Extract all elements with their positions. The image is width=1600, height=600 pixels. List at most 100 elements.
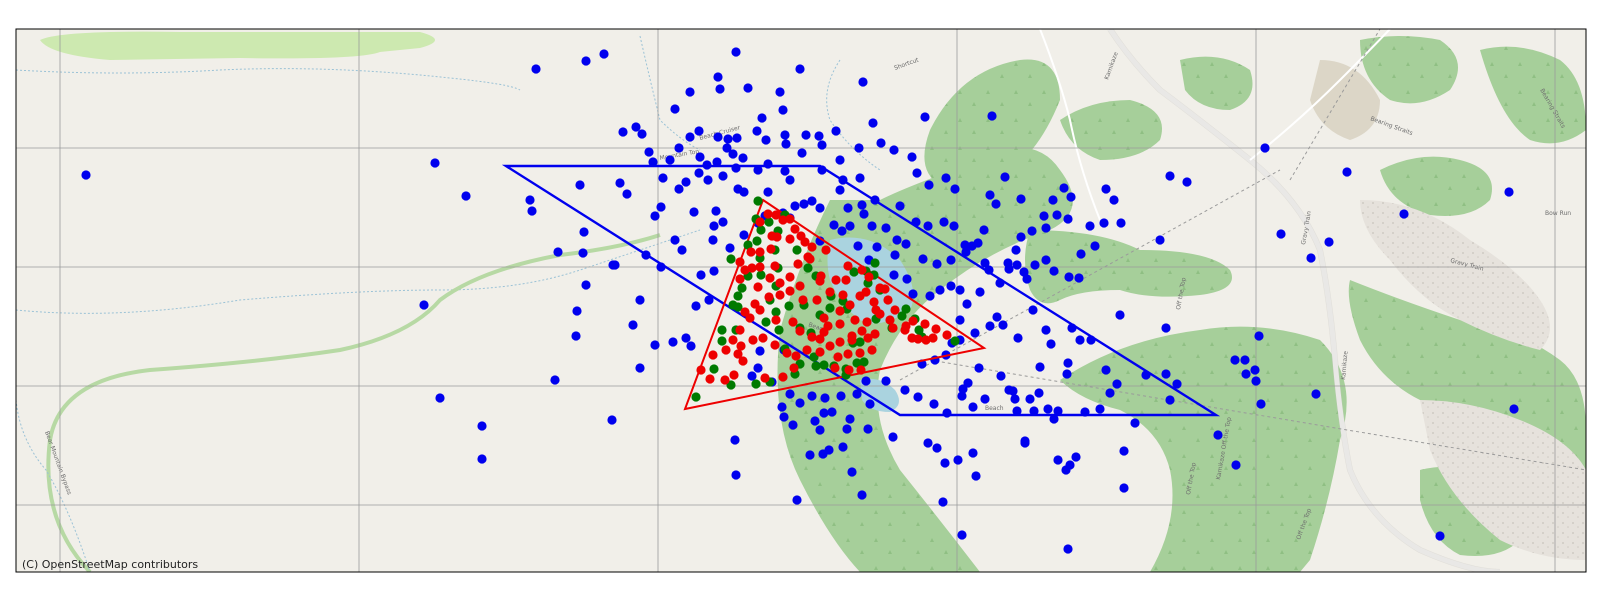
blue-marker bbox=[1016, 232, 1026, 242]
blue-marker bbox=[881, 223, 891, 233]
red-marker bbox=[900, 325, 910, 335]
blue-marker bbox=[599, 49, 609, 59]
blue-marker bbox=[895, 201, 905, 211]
blue-marker bbox=[715, 84, 725, 94]
red-marker bbox=[833, 352, 843, 362]
blue-marker bbox=[648, 157, 658, 167]
blue-marker bbox=[525, 195, 535, 205]
blue-marker bbox=[780, 130, 790, 140]
blue-marker bbox=[635, 363, 645, 373]
blue-marker bbox=[763, 187, 773, 197]
blue-marker bbox=[1025, 394, 1035, 404]
red-marker bbox=[835, 337, 845, 347]
red-marker bbox=[793, 259, 803, 269]
green-marker bbox=[764, 217, 774, 227]
blue-marker bbox=[747, 371, 757, 381]
blue-marker bbox=[842, 424, 852, 434]
red-marker bbox=[753, 282, 763, 292]
road-top-right bbox=[1249, 29, 1391, 161]
blue-marker bbox=[1027, 226, 1037, 236]
blue-marker bbox=[1250, 365, 1260, 375]
green-marker bbox=[751, 379, 761, 389]
blue-marker bbox=[955, 315, 965, 325]
red-marker bbox=[763, 209, 773, 219]
red-marker bbox=[850, 315, 860, 325]
red-marker bbox=[740, 307, 750, 317]
blue-marker bbox=[1074, 273, 1084, 283]
blue-marker bbox=[681, 177, 691, 187]
red-marker bbox=[770, 261, 780, 271]
blue-marker bbox=[1010, 394, 1020, 404]
blue-marker bbox=[1062, 369, 1072, 379]
blue-marker bbox=[991, 199, 1001, 209]
red-marker bbox=[750, 299, 760, 309]
blue-marker bbox=[725, 243, 735, 253]
blue-marker bbox=[1063, 544, 1073, 554]
blue-marker bbox=[1071, 452, 1081, 462]
blue-marker bbox=[829, 220, 839, 230]
blue-marker bbox=[1115, 310, 1125, 320]
blue-marker bbox=[900, 385, 910, 395]
blue-marker bbox=[1011, 245, 1021, 255]
forest-area-upper-center-2 bbox=[1180, 56, 1253, 110]
green-marker bbox=[811, 361, 821, 371]
gondola-line-1 bbox=[899, 169, 1281, 381]
blue-marker bbox=[712, 157, 722, 167]
blue-marker bbox=[1109, 195, 1119, 205]
red-marker bbox=[735, 274, 745, 284]
red-marker bbox=[856, 365, 866, 375]
blue-marker bbox=[974, 363, 984, 373]
red-marker bbox=[747, 263, 757, 273]
map-label-beach: Beach bbox=[985, 405, 1004, 412]
blue-marker bbox=[650, 340, 660, 350]
blue-marker bbox=[955, 285, 965, 295]
red-marker bbox=[888, 323, 898, 333]
blue-marker bbox=[939, 217, 949, 227]
blue-marker bbox=[968, 448, 978, 458]
rock-area bbox=[1360, 200, 1550, 350]
blue-marker bbox=[674, 143, 684, 153]
blue-marker bbox=[685, 132, 695, 142]
rock-area-2 bbox=[1420, 400, 1586, 560]
red-marker bbox=[825, 287, 835, 297]
green-marker bbox=[743, 240, 753, 250]
blue-marker bbox=[694, 168, 704, 178]
blue-marker bbox=[670, 104, 680, 114]
blue-marker bbox=[757, 113, 767, 123]
blue-marker bbox=[865, 399, 875, 409]
blue-marker bbox=[703, 175, 713, 185]
blue-marker bbox=[949, 221, 959, 231]
red-marker bbox=[825, 341, 835, 351]
blue-marker bbox=[788, 420, 798, 430]
blue-marker bbox=[890, 250, 900, 260]
blue-marker bbox=[819, 408, 829, 418]
red-marker bbox=[857, 265, 867, 275]
blue-marker bbox=[992, 312, 1002, 322]
blue-marker bbox=[858, 77, 868, 87]
blue-marker bbox=[1046, 339, 1056, 349]
blue-marker bbox=[419, 300, 429, 310]
blue-marker bbox=[677, 245, 687, 255]
blue-marker bbox=[752, 126, 762, 136]
blue-marker bbox=[925, 291, 935, 301]
blue-marker bbox=[820, 393, 830, 403]
forest-area-upper-center bbox=[1060, 100, 1162, 160]
blue-marker bbox=[1061, 465, 1071, 475]
blue-marker bbox=[1041, 325, 1051, 335]
red-marker bbox=[758, 333, 768, 343]
blue-marker bbox=[795, 64, 805, 74]
red-marker bbox=[736, 341, 746, 351]
red-marker bbox=[775, 290, 785, 300]
blue-marker bbox=[876, 138, 886, 148]
blue-marker bbox=[1076, 249, 1086, 259]
red-marker bbox=[857, 326, 867, 336]
green-marker bbox=[774, 325, 784, 335]
red-marker bbox=[766, 244, 776, 254]
blue-marker bbox=[1012, 406, 1022, 416]
red-marker bbox=[802, 345, 812, 355]
blue-marker bbox=[1053, 406, 1063, 416]
blue-marker bbox=[665, 155, 675, 165]
red-marker bbox=[821, 245, 831, 255]
red-marker bbox=[795, 281, 805, 291]
